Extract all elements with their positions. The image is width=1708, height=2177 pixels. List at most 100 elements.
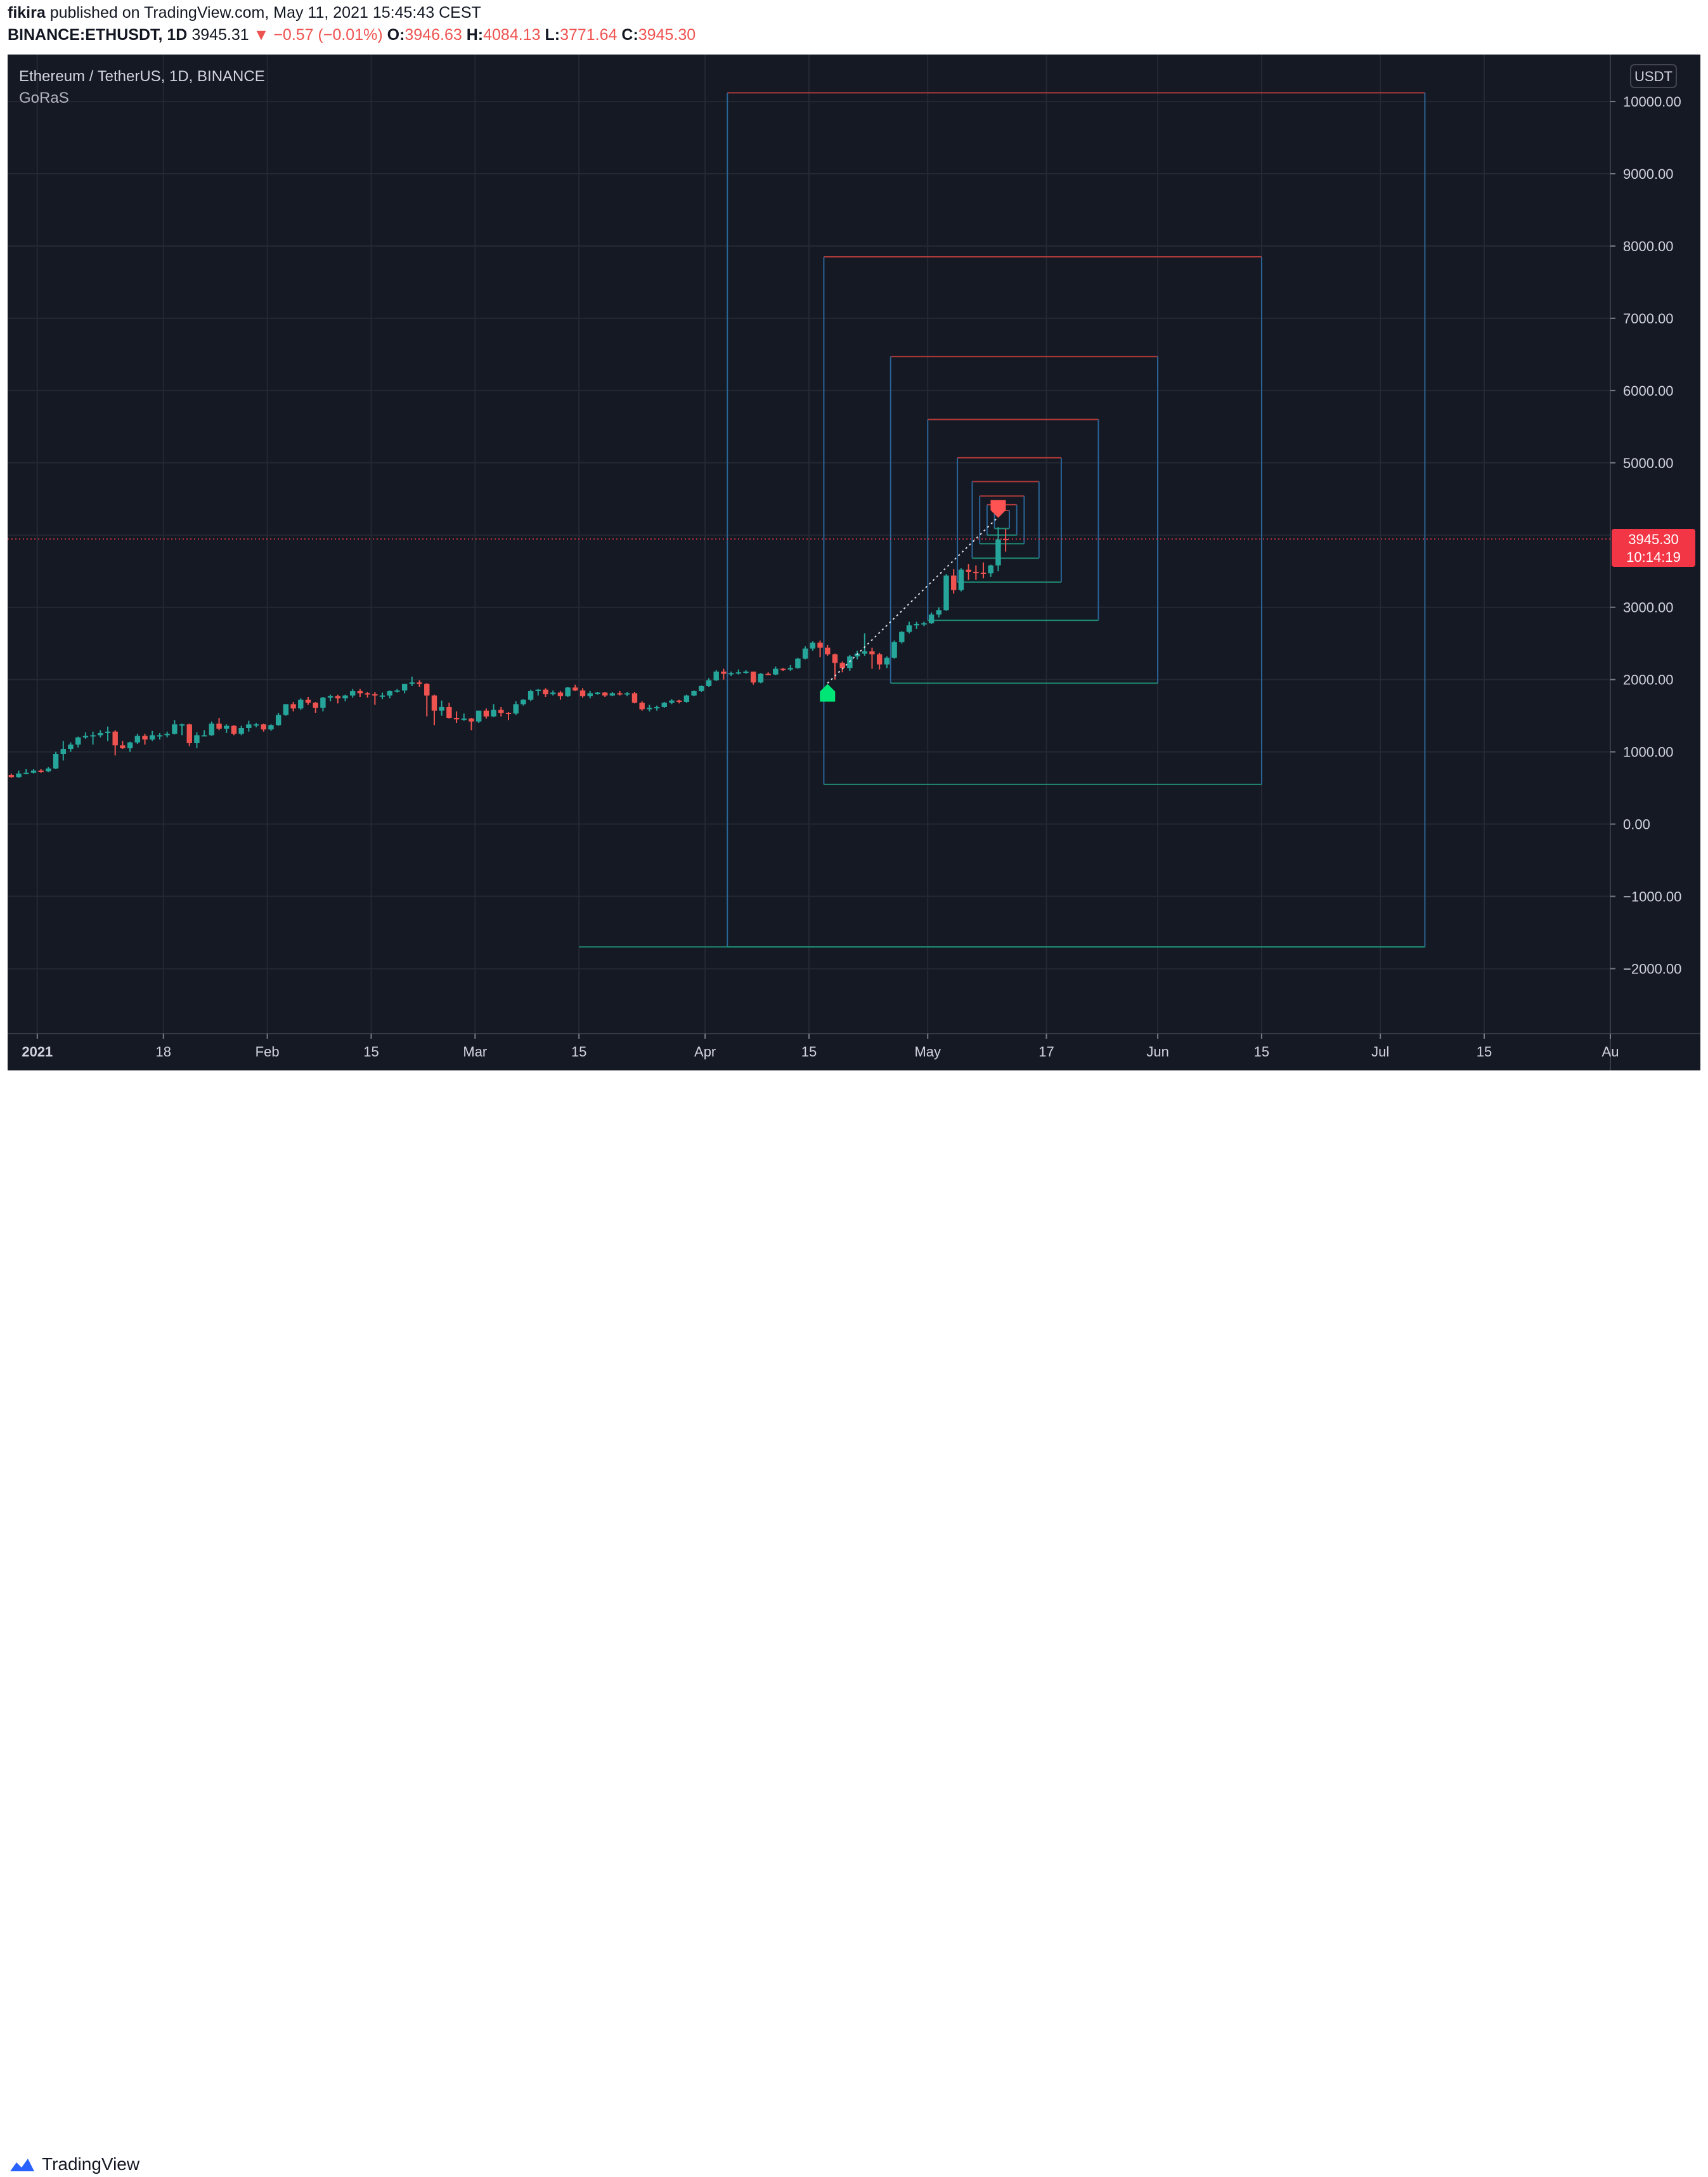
candle [951, 569, 957, 594]
y-tick-label: 8000.00 [1623, 238, 1674, 254]
candle-body [669, 700, 675, 703]
candle [8, 773, 15, 778]
candle-body [231, 725, 237, 734]
candle-body [780, 668, 786, 670]
candle-body [557, 692, 564, 696]
goras-box [927, 419, 1099, 621]
candle [535, 689, 541, 696]
y-tick-label: 3000.00 [1623, 600, 1674, 616]
candle [936, 607, 942, 618]
candle [513, 701, 519, 715]
candle [476, 710, 482, 724]
candle-body [98, 732, 103, 736]
currency-badge[interactable]: USDT [1630, 64, 1677, 88]
candle [30, 769, 37, 774]
low-value: 3771.64 [560, 26, 618, 44]
author-name[interactable]: fikira [8, 4, 46, 22]
candle-body [127, 742, 133, 748]
candle-body [60, 749, 66, 755]
candle [98, 730, 103, 738]
x-tick-label: 17 [1038, 1044, 1054, 1060]
candle-body [521, 699, 526, 705]
chart-area[interactable]: 10000.00 9000.00 8000.00 7000.00 6000.00 5000… [0, 53, 1708, 1072]
tradingview-logo[interactable]: TradingView [8, 2152, 139, 2177]
high-label: H: [466, 26, 484, 44]
candle-body [320, 698, 326, 708]
price-chart[interactable]: 10000.00 9000.00 8000.00 7000.00 6000.00 5000… [0, 53, 1708, 1072]
candle-body [120, 745, 126, 748]
x-tick-label: 15 [363, 1044, 378, 1060]
candle-body [142, 736, 148, 740]
candle [988, 564, 993, 577]
published-text: published on TradingView.com, May 11, 20… [49, 4, 481, 22]
candle-body [305, 699, 311, 703]
candle [483, 708, 489, 719]
candle-body [631, 693, 638, 703]
candle-body [253, 724, 259, 726]
candle [172, 720, 178, 735]
currency-label: USDT [1634, 68, 1672, 84]
candle-body [906, 625, 912, 632]
candle-body [602, 692, 608, 696]
goras-boxes [579, 92, 1426, 948]
candle [134, 734, 141, 744]
candle-body [624, 693, 630, 695]
candle [453, 711, 460, 724]
last-price: 3945.31 [191, 26, 249, 44]
publish-info: fikira published on TradingView.com, May… [8, 4, 481, 22]
candle [90, 731, 96, 745]
candle-body [46, 768, 51, 772]
candle-body [505, 713, 512, 715]
candle [68, 742, 74, 752]
indicator-name[interactable]: GoRaS [19, 89, 69, 107]
candles [8, 527, 1009, 778]
candle [431, 694, 437, 725]
chart-frame [8, 55, 1700, 1070]
brand-name: TradingView [42, 2154, 140, 2174]
candle-body [825, 647, 831, 654]
candle [105, 726, 111, 741]
candle-body [68, 744, 74, 750]
candle-body [735, 672, 742, 674]
candle-body [884, 658, 890, 665]
candle [120, 741, 126, 750]
candle [706, 678, 712, 687]
candle [268, 724, 274, 731]
x-tick-label: Apr [694, 1044, 716, 1060]
candle-body [802, 648, 808, 659]
candle [669, 699, 675, 705]
candle [787, 665, 793, 671]
candle [201, 730, 207, 737]
candle-body [90, 735, 96, 737]
candle [751, 672, 756, 685]
candle [862, 633, 867, 656]
candle [350, 689, 356, 698]
candle [624, 692, 630, 696]
candle [721, 668, 727, 680]
candle [617, 691, 623, 696]
candle-body [751, 672, 756, 683]
candle [973, 565, 979, 580]
candle-body [617, 693, 623, 695]
x-tick-label: 2021 [22, 1044, 53, 1060]
candle-body [869, 651, 875, 654]
cloud-icon [10, 2159, 34, 2171]
candle-body [491, 710, 496, 717]
candle-body [721, 672, 727, 674]
candle-body [365, 693, 370, 695]
candle-body [995, 539, 1001, 566]
x-tick-label: Au [1602, 1044, 1619, 1060]
countdown-label: 10:14:19 [1626, 549, 1681, 565]
y-tick-label: 10000.00 [1623, 94, 1681, 110]
candle [75, 736, 81, 748]
candle-body [936, 610, 942, 615]
candle [595, 692, 600, 695]
current-price-tag: 3945.30 10:14:19 [1612, 528, 1695, 567]
candle-body [401, 684, 408, 691]
candle [505, 712, 512, 720]
y-tick-label: 9000.00 [1623, 166, 1674, 182]
candle-body [38, 770, 44, 772]
legend-title[interactable]: Ethereum / TetherUS, 1D, BINANCE [19, 68, 265, 85]
x-tick-label: Mar [463, 1044, 487, 1060]
candle-body [275, 715, 281, 725]
